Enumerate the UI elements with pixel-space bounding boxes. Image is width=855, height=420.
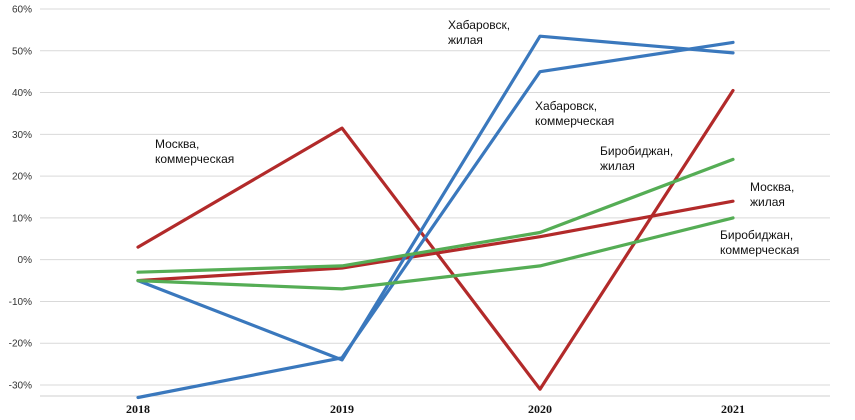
series-annotation: Москва, коммерческая [155,137,234,166]
y-tick-label: -30% [9,381,32,392]
y-tick-label: -20% [9,339,32,350]
annotation-line: жилая [448,33,483,47]
annotation-line: Хабаровск, [448,18,510,32]
annotation-line: Хабаровск, [535,99,597,113]
y-tick-label: 30% [12,130,32,141]
y-axis-ticks: -30% -20% -10% 0% 10% 20% 30% 40% 50% 60% [9,5,32,392]
y-tick-label: 10% [12,213,32,224]
x-tick-label: 2020 [528,402,552,416]
series-line [136,216,735,291]
y-tick-label: 50% [12,46,32,57]
annotation-line: Биробиджан, [720,228,793,242]
annotation-line: Москва, [750,180,794,194]
series-line [136,199,735,283]
annotation-line: жилая [750,195,785,209]
y-tick-label: 40% [12,88,32,99]
gridlines [40,8,830,397]
series-annotation: Биробиджан, жилая [600,144,673,173]
series-lines [136,34,735,400]
annotation-line: Биробиджан, [600,144,673,158]
series-line [136,88,735,391]
annotation-line: жилая [600,159,635,173]
series-line [136,34,735,362]
series-annotation: Москва, жилая [750,180,794,209]
annotation-line: коммерческая [720,243,799,257]
series-line [136,40,735,400]
series-annotation: Хабаровск, коммерческая [535,99,614,128]
annotation-line: Москва, [155,137,199,151]
series-annotation: Хабаровск, жилая [448,18,510,47]
series-line [136,157,735,274]
y-tick-label: -10% [9,297,32,308]
x-tick-label: 2018 [126,402,150,416]
x-axis-ticks: 2018 2019 2020 2021 [126,402,745,416]
series-annotation: Биробиджан, коммерческая [720,228,799,257]
y-tick-label: 20% [12,172,32,183]
x-tick-label: 2019 [330,402,354,416]
annotation-line: коммерческая [535,114,614,128]
annotation-line: коммерческая [155,152,234,166]
y-tick-label: 60% [12,5,32,16]
y-tick-label: 0% [18,255,33,266]
x-tick-label: 2021 [721,402,745,416]
